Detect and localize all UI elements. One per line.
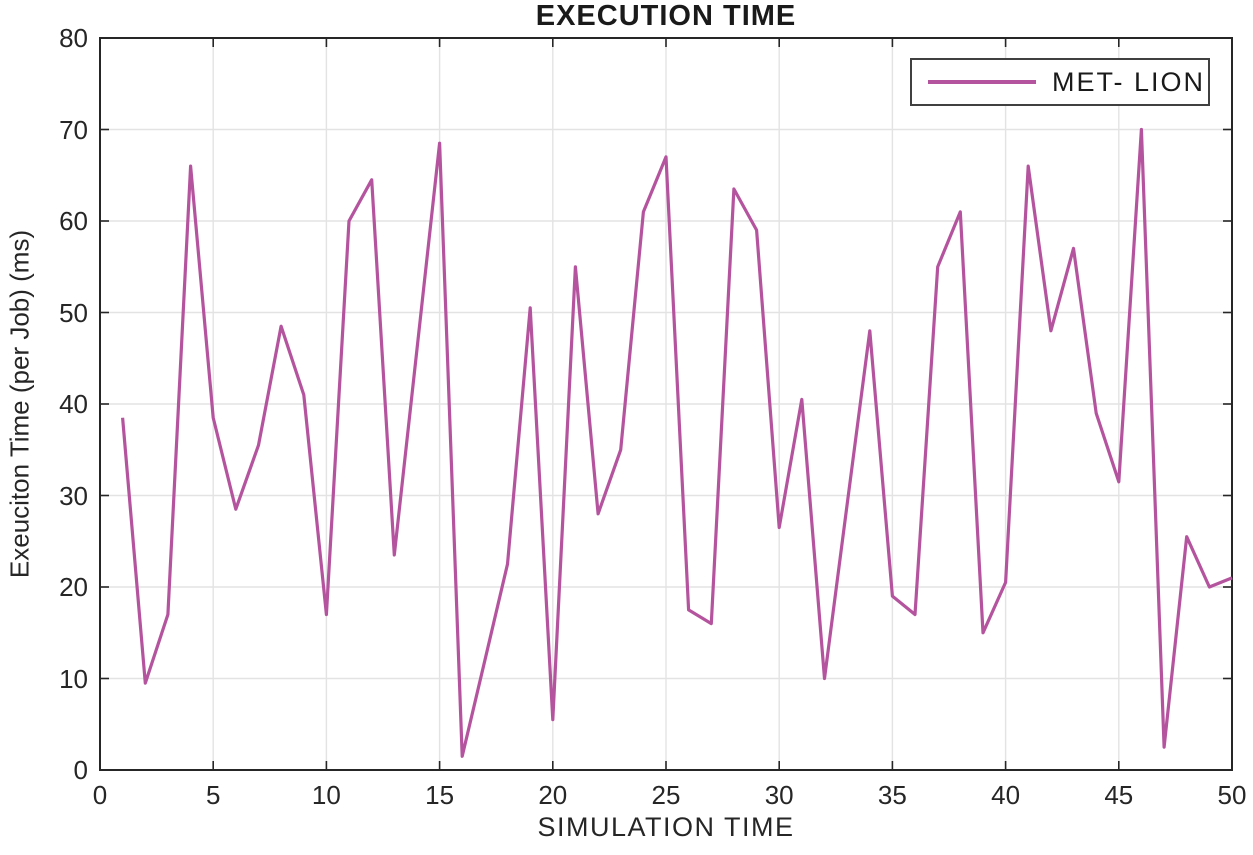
x-tick-label: 45 bbox=[1104, 780, 1134, 810]
y-tick-label: 0 bbox=[73, 755, 88, 785]
x-tick-label: 15 bbox=[425, 780, 455, 810]
series-line-met-lion bbox=[121, 127, 1233, 758]
y-tick-label: 10 bbox=[59, 663, 88, 694]
legend-series-label: MET- LION bbox=[1052, 66, 1206, 97]
y-tick-label: 50 bbox=[59, 297, 88, 328]
y-tick-label: 20 bbox=[59, 572, 88, 602]
legend-box: MET- LION bbox=[910, 58, 1210, 106]
y-tick-label: 80 bbox=[59, 23, 88, 53]
legend-line-sample-icon bbox=[928, 80, 1036, 84]
x-axis-label: SIMULATION TIME bbox=[537, 812, 795, 842]
x-tick-label: 10 bbox=[311, 780, 341, 810]
y-tick-label: 40 bbox=[59, 389, 88, 419]
x-tick-label: 25 bbox=[651, 780, 681, 810]
x-tick-label: 40 bbox=[991, 780, 1021, 810]
y-tick-label: 30 bbox=[59, 480, 88, 511]
y-tick-label: 60 bbox=[59, 206, 88, 236]
x-tick-label: 5 bbox=[205, 780, 221, 810]
x-tick-label: 0 bbox=[92, 780, 108, 810]
chart-title: EXECUTION TIME bbox=[535, 0, 797, 32]
y-tick-label: 70 bbox=[59, 114, 88, 145]
x-tick-label: 35 bbox=[877, 780, 907, 810]
x-tick-label: 20 bbox=[538, 780, 568, 810]
x-tick-label: 50 bbox=[1217, 780, 1247, 810]
x-tick-label: 30 bbox=[764, 780, 794, 810]
